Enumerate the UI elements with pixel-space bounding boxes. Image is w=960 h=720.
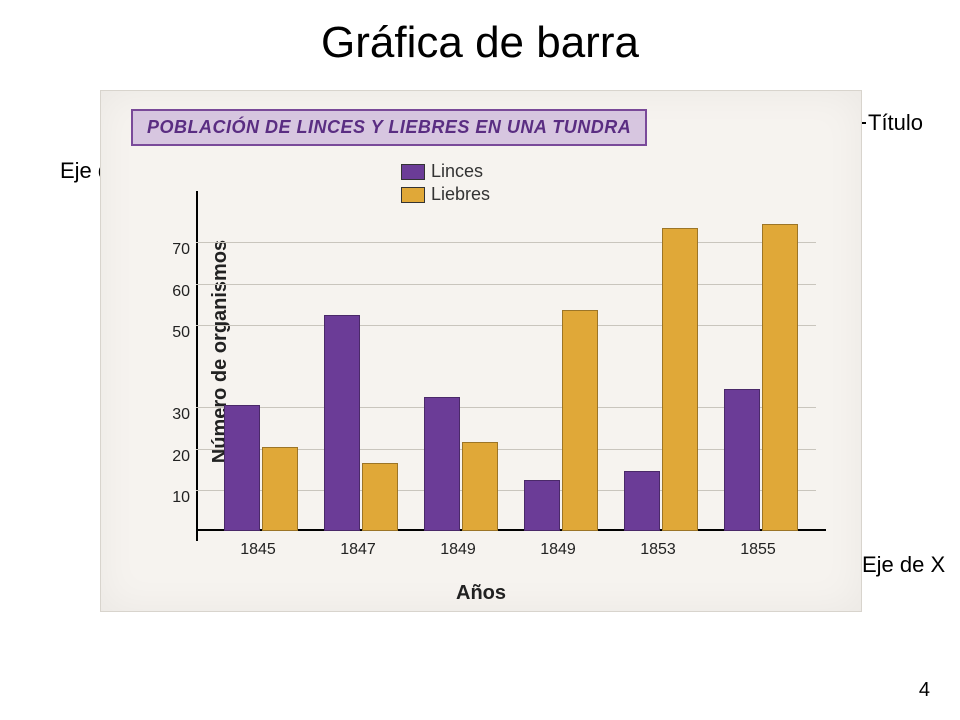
y-tick-label: 10 [158, 489, 190, 507]
gridline [196, 407, 816, 408]
bar-liebres [562, 310, 598, 531]
bar-linces [224, 405, 260, 531]
annotation-x-axis: Eje de X [862, 552, 945, 578]
x-tick-label: 1853 [613, 541, 703, 559]
bar-liebres [662, 228, 698, 531]
bar-linces [324, 315, 360, 532]
bar-liebres [762, 224, 798, 531]
x-tick-label: 1849 [513, 541, 603, 559]
bar-liebres [462, 442, 498, 531]
y-axis-line [196, 191, 198, 541]
legend-swatch-linces [401, 164, 425, 180]
x-tick-label: 1847 [313, 541, 403, 559]
legend-item: Linces [401, 161, 490, 182]
bar-linces [424, 397, 460, 531]
y-tick-label: 70 [158, 241, 190, 259]
bar-liebres [362, 463, 398, 531]
gridline [196, 284, 816, 285]
bar-linces [524, 480, 560, 532]
slide: Gráfica de barra Título Eje de X Leyenda… [0, 0, 960, 720]
bar-linces [724, 389, 760, 531]
x-axis-label: Años [101, 582, 861, 605]
chart-figure: POBLACIÓN DE LINCES Y LIEBRES EN UNA TUN… [100, 90, 862, 612]
legend-label: Linces [431, 161, 483, 182]
y-tick-label: 20 [158, 448, 190, 466]
page-title: Gráfica de barra [0, 18, 960, 68]
bar-liebres [262, 447, 298, 532]
y-tick-label: 30 [158, 406, 190, 424]
plot-area: 102030506070184518471849184918531855 [196, 201, 816, 531]
gridline [196, 242, 816, 243]
y-tick-label: 50 [158, 324, 190, 342]
page-number: 4 [919, 679, 930, 702]
gridline [196, 325, 816, 326]
bar-linces [624, 471, 660, 531]
x-tick-label: 1845 [213, 541, 303, 559]
x-tick-label: 1849 [413, 541, 503, 559]
annotation-title: Título [868, 110, 923, 136]
y-tick-label: 60 [158, 283, 190, 301]
x-tick-label: 1855 [713, 541, 803, 559]
